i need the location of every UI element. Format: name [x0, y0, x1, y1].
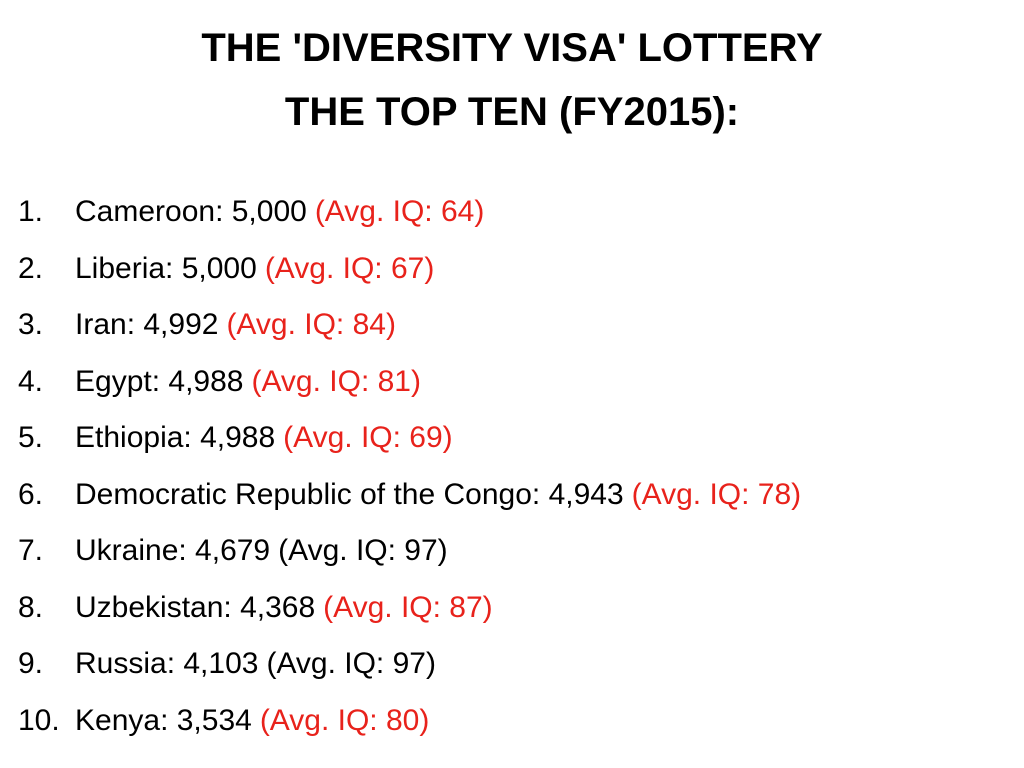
item-number: 4. [18, 364, 44, 398]
list-item: 5. Ethiopia: 4,988 (Avg. IQ: 69) [0, 412, 1024, 469]
item-number: 5. [18, 421, 44, 454]
item-number: 6. [18, 477, 44, 511]
item-line: Ethiopia: 4,988 (Avg. IQ: 69) [75, 412, 453, 464]
item-note: (Avg. IQ: 80) [259, 703, 430, 737]
item-number: 10. [18, 703, 60, 737]
item-text: Iran: 4,992 [75, 308, 219, 341]
list-item: 3. Iran: 4,992 (Avg. IQ: 84) [0, 299, 1024, 356]
title-line: THE 'DIVERSITY VISA' LOTTERY [201, 26, 823, 70]
item-text: Liberia: 5,000 [75, 251, 257, 285]
item-note: (Avg. IQ: 97) [266, 647, 436, 680]
item-number: 8. [18, 590, 44, 624]
item-number: 1. [18, 195, 44, 228]
item-text: Democratic Republic of the Congo: 4,943 [75, 477, 624, 511]
item-note: (Avg. IQ: 84) [226, 308, 396, 341]
item-line: Democratic Republic of the Congo: 4,943(… [75, 469, 801, 521]
list-item: 7. Ukraine: 4,679 (Avg. IQ: 97) [0, 525, 1024, 582]
item-number: 7. [18, 534, 44, 567]
item-line: Kenya: 3,534 (Avg. IQ: 80) [75, 695, 429, 747]
item-note: (Avg. IQ: 67) [264, 251, 435, 285]
item-text: Cameroon: 5,000 [75, 195, 307, 228]
item-text: Russia: 4,103 [75, 647, 259, 680]
title: THE 'DIVERSITY VISA' LOTTERY THE TOP TEN … [0, 16, 1024, 144]
list-item: 1. Cameroon: 5,000 (Avg. IQ: 64) [0, 186, 1024, 243]
item-text: Uzbekistan: 4,368 [75, 590, 316, 624]
list-item: 2. Liberia: 5,000 (Avg. IQ: 67) [0, 243, 1024, 300]
list-item: 4. Egypt: 4,988 (Avg. IQ: 81) [0, 356, 1024, 413]
item-number: 9. [18, 647, 44, 680]
item-note: (Avg. IQ: 87) [323, 590, 493, 624]
item-line: Egypt: 4,988 (Avg. IQ: 81) [75, 356, 421, 408]
item-text: Ethiopia: 4,988 [75, 421, 276, 454]
list-item: 6. Democratic Republic of the Congo: 4,94… [0, 469, 1024, 526]
item-number: 2. [18, 251, 44, 285]
list-item: 8. Uzbekistan: 4,368 (Avg. IQ: 87) [0, 582, 1024, 639]
item-note: (Avg. IQ: 64) [314, 195, 485, 228]
list-item: 9. Russia: 4,103 (Avg. IQ: 97) [0, 638, 1024, 695]
item-text: Kenya: 3,534 [75, 703, 252, 737]
list-item: 10. Kenya: 3,534 (Avg. IQ: 80) [0, 695, 1024, 752]
item-note: (Avg. IQ: 81) [251, 364, 421, 398]
item-note: (Avg. IQ: 78) [631, 477, 802, 511]
item-note: (Avg. IQ: 97) [278, 534, 448, 567]
item-line: Liberia: 5,000 (Avg. IQ: 67) [75, 243, 434, 295]
item-line: Ukraine: 4,679 (Avg. IQ: 97) [75, 525, 448, 577]
item-line: Uzbekistan: 4,368 (Avg. IQ: 87) [75, 582, 493, 634]
item-line: Iran: 4,992 (Avg. IQ: 84) [75, 299, 396, 351]
item-number: 3. [18, 308, 44, 341]
item-line: Russia: 4,103 (Avg. IQ: 97) [75, 638, 436, 690]
item-note: (Avg. IQ: 69) [283, 421, 453, 454]
item-text: Egypt: 4,988 [75, 364, 244, 398]
list: 1. Cameroon: 5,000 (Avg. IQ: 64) 2. Liberia:… [0, 186, 1024, 751]
title-line: THE TOP TEN (FY2015): [284, 90, 740, 134]
item-text: Ukraine: 4,679 [75, 534, 271, 567]
item-line: Cameroon: 5,000 (Avg. IQ: 64) [75, 186, 484, 238]
